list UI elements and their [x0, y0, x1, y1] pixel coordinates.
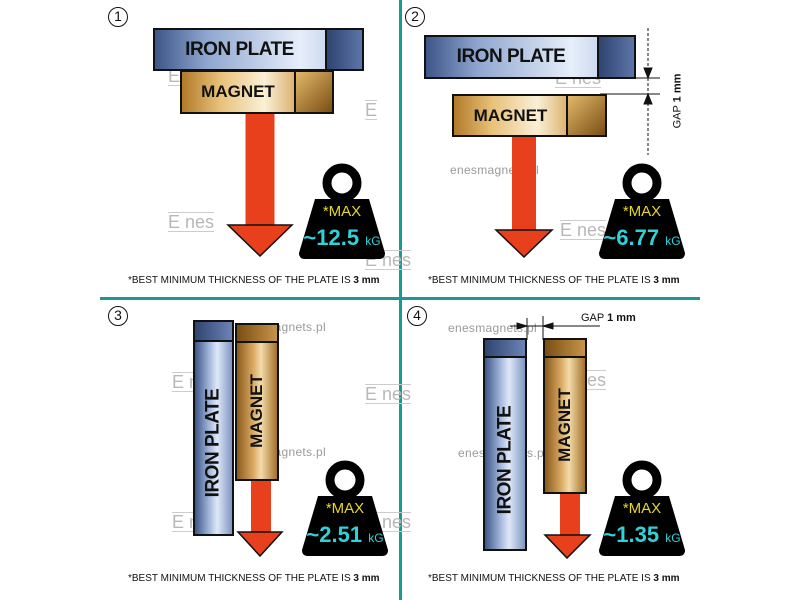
iron-plate-label: IRON PLATE — [202, 388, 224, 498]
max-label: *MAX — [622, 203, 662, 220]
max-label: *MAX — [322, 203, 362, 220]
enes-logo-watermark: E nes — [365, 384, 412, 404]
enes-logo-watermark: E nes — [560, 220, 607, 240]
iron-plate-label: IRON PLATE — [456, 46, 566, 67]
iron-plate: IRON PLATE — [193, 320, 234, 536]
gap-label: GAP 1 mm — [581, 312, 636, 324]
arrow-panel-3 — [236, 480, 284, 558]
footnote: *BEST MINIMUM THICKNESS OF THE PLATE IS … — [428, 573, 680, 584]
footnote: *BEST MINIMUM THICKNESS OF THE PLATE IS … — [128, 573, 380, 584]
magnet: MAGNET — [235, 323, 279, 481]
max-label: *MAX — [622, 500, 662, 517]
footnote: *BEST MINIMUM THICKNESS OF THE PLATE IS … — [428, 275, 680, 286]
panel-number: 4 — [407, 306, 427, 326]
magnet-label: MAGNET — [473, 105, 548, 125]
weight-icon: *MAX ~1.35 kG — [597, 460, 687, 556]
iron-plate: IRON PLATE — [424, 35, 636, 79]
force-value: ~1.35 — [603, 522, 660, 547]
enes-logo-watermark: E — [365, 100, 378, 120]
panel-number: 1 — [108, 7, 128, 27]
footnote: *BEST MINIMUM THICKNESS OF THE PLATE IS … — [128, 275, 380, 286]
force-value: ~6.77 — [603, 225, 660, 250]
force-unit: kG — [365, 234, 381, 248]
max-label: *MAX — [325, 500, 365, 517]
enes-logo-watermark: E nes — [168, 212, 215, 232]
magnet-label: MAGNET — [555, 388, 575, 462]
magnet-label: MAGNET — [201, 82, 275, 101]
iron-plate: IRON PLATE — [483, 338, 527, 551]
gap-label: GAP 1 mm — [671, 73, 684, 129]
weight-icon: *MAX ~12.5 kG — [297, 163, 387, 259]
force-unit: kG — [665, 531, 681, 545]
force-unit: kG — [665, 234, 681, 248]
magnet: MAGNET — [543, 338, 587, 494]
panel-number: 3 — [108, 306, 128, 326]
divider-horizontal — [100, 297, 700, 300]
weight-icon: *MAX ~2.51 kG — [300, 460, 390, 556]
iron-plate: IRON PLATE — [153, 28, 364, 71]
magnet-label: MAGNET — [247, 374, 267, 448]
force-value: ~2.51 — [306, 522, 363, 547]
arrow-panel-2 — [494, 136, 554, 259]
divider-vertical — [399, 0, 402, 600]
weight-icon: *MAX ~6.77 kG — [597, 163, 687, 259]
arrow-panel-4 — [543, 493, 592, 560]
iron-plate-label: IRON PLATE — [494, 405, 515, 514]
magnet: MAGNET — [452, 94, 607, 137]
force-unit: kG — [368, 531, 384, 545]
iron-plate-label: IRON PLATE — [185, 38, 294, 60]
force-value: ~12.5 — [303, 225, 360, 250]
gap-dimension-panel-4 — [510, 316, 600, 340]
url-watermark: enesmagnets.pl — [448, 321, 537, 335]
arrow-panel-1 — [226, 112, 294, 258]
panel-number: 2 — [405, 7, 425, 27]
magnet: MAGNET — [180, 70, 334, 114]
